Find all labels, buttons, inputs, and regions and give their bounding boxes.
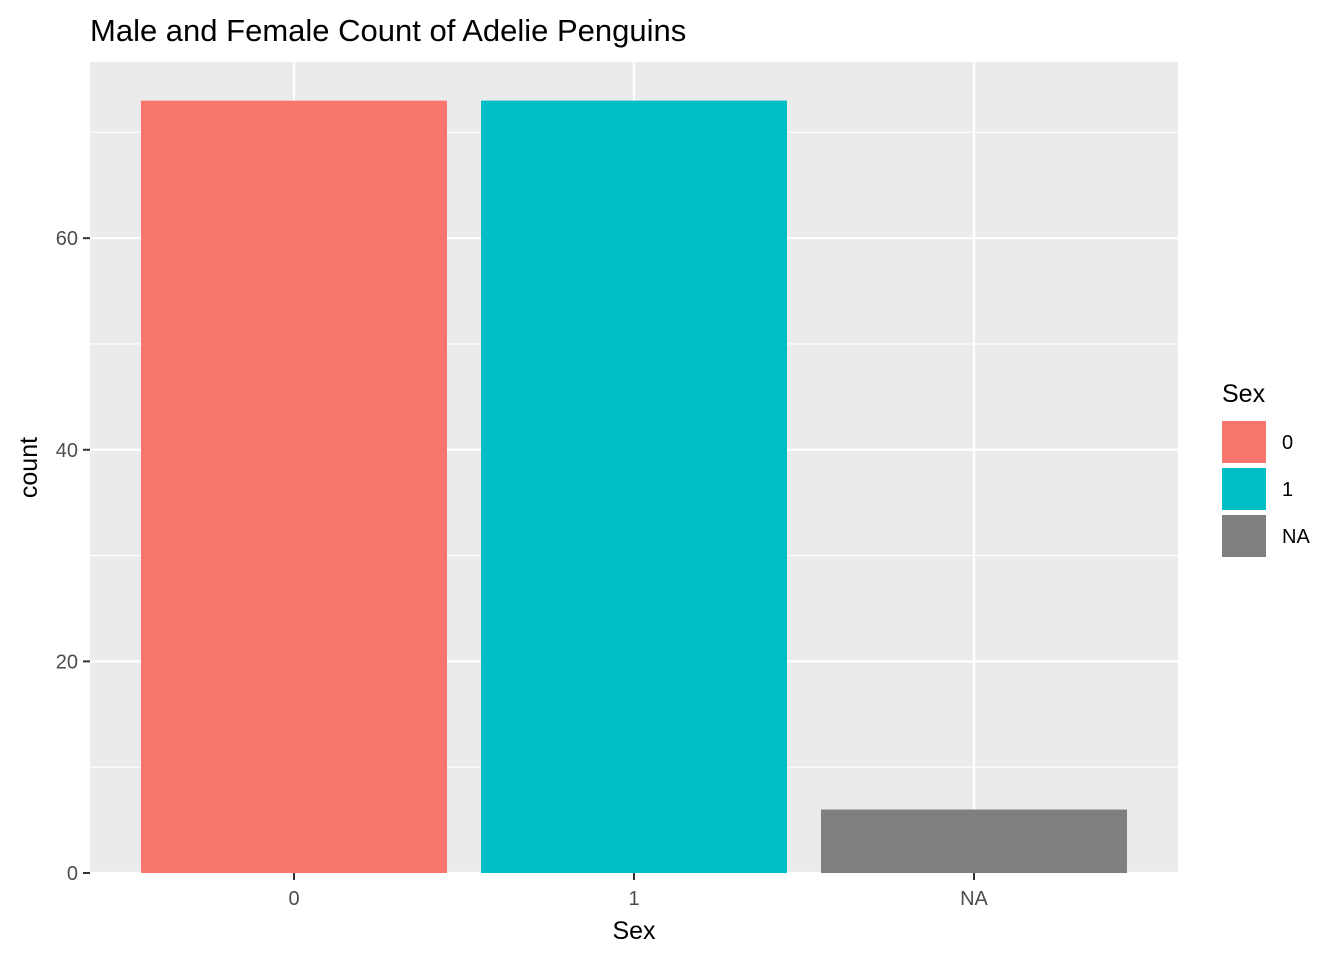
bar-na — [821, 809, 1127, 873]
y-tick-label: 60 — [56, 228, 78, 250]
legend-title: Sex — [1222, 380, 1266, 408]
x-tick-label: NA — [960, 888, 988, 910]
x-axis: 0 1 NA — [288, 873, 989, 910]
legend: Sex 0 1 NA — [1222, 380, 1310, 557]
x-tick-label: 0 — [288, 888, 299, 910]
y-tick-label: 40 — [56, 440, 78, 462]
x-tick-label: 1 — [628, 888, 639, 910]
x-axis-title: Sex — [612, 917, 656, 945]
y-axis-title: count — [15, 437, 43, 498]
legend-key-na — [1222, 515, 1266, 557]
bar-0 — [141, 100, 447, 874]
y-axis: 0 20 40 60 — [56, 228, 90, 885]
chart-title: Male and Female Count of Adelie Penguins — [90, 13, 686, 48]
legend-key-1 — [1222, 468, 1266, 510]
legend-label-1: 1 — [1282, 479, 1293, 501]
y-tick-label: 20 — [56, 651, 78, 673]
legend-label-na: NA — [1282, 526, 1310, 548]
legend-key-0 — [1222, 421, 1266, 463]
legend-label-0: 0 — [1282, 432, 1293, 454]
y-tick-label: 0 — [67, 863, 78, 885]
bar-1 — [481, 100, 787, 874]
bars — [141, 100, 1127, 874]
legend-items: 0 1 NA — [1222, 421, 1310, 557]
plot-panel — [90, 62, 1178, 875]
